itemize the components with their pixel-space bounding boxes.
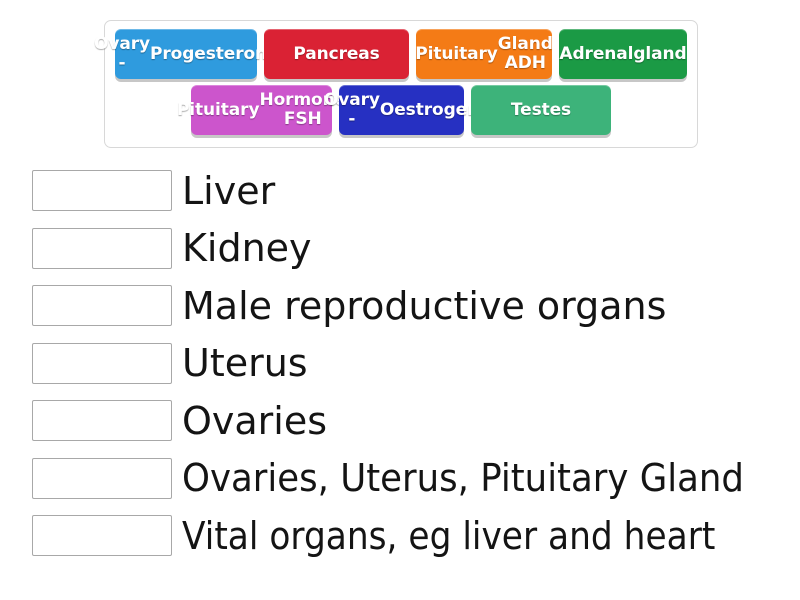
- answer-row: Ovaries, Uterus, Pituitary Gland: [0, 450, 800, 508]
- tile-label-line: Ovary -: [94, 34, 150, 73]
- tile-bank-row-2: Pituitary Hormone FSH Ovary - Oestrogen Test…: [105, 85, 697, 135]
- answer-row: Vital organs, eg liver and heart: [0, 507, 800, 565]
- answer-label: Vital organs, eg liver and heart: [182, 513, 716, 558]
- tile-label-line: Progesterone: [150, 43, 279, 64]
- drop-zone[interactable]: [32, 227, 172, 269]
- answer-label: Liver: [182, 168, 276, 213]
- tile-bank-row-1: Ovary - Progesterone Pancreas Pituitary Glan…: [94, 29, 697, 79]
- drop-zone[interactable]: [32, 515, 172, 557]
- drop-zone[interactable]: [32, 457, 172, 499]
- draggable-tile[interactable]: Pituitary Hormone FSH: [177, 85, 346, 135]
- tile-label-line: Adrenal: [559, 43, 634, 64]
- answer-label: Kidney: [182, 226, 312, 271]
- answer-label: Uterus: [182, 341, 308, 386]
- tile-label-line: Oestrogen: [379, 99, 480, 120]
- tile-label-line: gland: [633, 43, 687, 64]
- draggable-tile[interactable]: Adrenal gland: [559, 29, 687, 79]
- answer-row: Kidney: [0, 220, 800, 278]
- draggable-tile[interactable]: Ovary - Oestrogen: [324, 85, 479, 135]
- drop-zone[interactable]: [32, 170, 172, 212]
- tile-label-line: Pituitary: [176, 99, 260, 120]
- tile-label-line: Testes: [510, 99, 572, 120]
- answer-label: Ovaries: [182, 398, 328, 443]
- drop-zone[interactable]: [32, 285, 172, 327]
- answer-row: Ovaries: [0, 392, 800, 450]
- draggable-tile[interactable]: Testes: [471, 85, 611, 135]
- tile-label-line: Ovary -: [323, 90, 380, 129]
- answer-row: Uterus: [0, 335, 800, 393]
- answer-row: Male reproductive organs: [0, 277, 800, 335]
- draggable-tile[interactable]: Ovary - Progesterone: [94, 29, 279, 79]
- draggable-tile[interactable]: Pituitary Gland ADH: [415, 29, 553, 79]
- tile-label-line: Gland ADH: [497, 34, 553, 73]
- draggable-tile[interactable]: Pancreas: [264, 29, 409, 79]
- answer-label: Ovaries, Uterus, Pituitary Gland: [182, 456, 744, 501]
- tile-label-line: Hormone FSH: [259, 90, 347, 129]
- tile-bank: Ovary - Progesterone Pancreas Pituitary Glan…: [94, 20, 698, 148]
- answer-row: Liver: [0, 162, 800, 220]
- answer-label: Male reproductive organs: [182, 283, 667, 328]
- drop-zone[interactable]: [32, 342, 172, 384]
- tile-label-line: Pituitary: [415, 43, 498, 64]
- drop-zone[interactable]: [32, 400, 172, 442]
- tile-label-line: Pancreas: [293, 43, 380, 64]
- answer-list: Liver Kidney Male reproductive organs Uteru…: [0, 162, 800, 565]
